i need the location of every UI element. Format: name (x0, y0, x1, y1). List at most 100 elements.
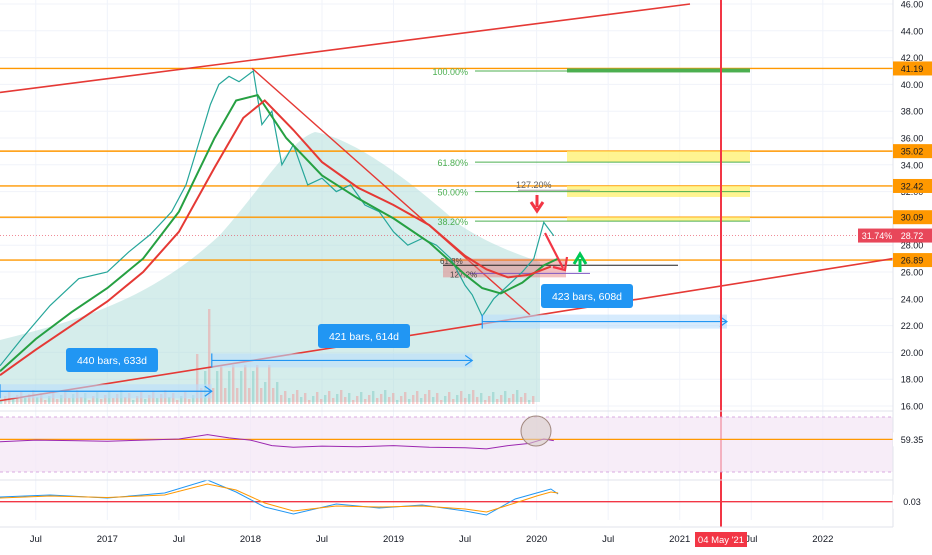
level-price-label: 35.02 (901, 147, 924, 157)
volume-bar (440, 400, 443, 404)
volume-bar (492, 392, 495, 404)
volume-bar (316, 392, 319, 404)
y-tick-label: 26.00 (901, 268, 924, 278)
x-tick-label: Jul (602, 534, 614, 545)
volume-bar (512, 394, 515, 404)
y-tick-label: 38.00 (901, 107, 924, 117)
volume-bar (516, 390, 519, 404)
volume-bar (340, 390, 343, 404)
volume-bar (172, 393, 175, 404)
y-tick-label: 24.00 (901, 294, 924, 304)
y-tick-label: 46.00 (901, 0, 924, 10)
price-axis-bg (893, 0, 932, 550)
volume-bar (232, 365, 235, 404)
volume-bar (504, 391, 507, 404)
y-tick-label: 40.00 (901, 80, 924, 90)
volume-bar (500, 395, 503, 404)
volume-bar (416, 391, 419, 404)
macd-level-label: 0.03 (903, 497, 921, 507)
volume-bar (348, 393, 351, 404)
volume-bar (68, 398, 71, 404)
volume-bar (400, 396, 403, 404)
volume-bar (168, 397, 171, 404)
bar-count-box (318, 324, 410, 348)
fib-label: 50.00% (437, 188, 468, 198)
volume-bar (240, 371, 243, 404)
bar-count-label: 440 bars, 633d (77, 355, 147, 367)
volume-bar (84, 393, 87, 404)
volume-bar (452, 399, 455, 404)
volume-bar (0, 400, 3, 404)
volume-bar (12, 399, 15, 404)
volume-bar (456, 395, 459, 404)
volume-bar (320, 399, 323, 404)
volume-bar (80, 397, 83, 404)
volume-bar (460, 391, 463, 404)
level-price-tag (893, 178, 932, 193)
level-price-tag (893, 144, 932, 159)
volume-bar (292, 394, 295, 404)
volume-bar (304, 393, 307, 404)
y-tick-label: 44.00 (901, 26, 924, 36)
volume-bar (24, 398, 27, 404)
volume-bar (356, 396, 359, 404)
volume-bar (176, 400, 179, 404)
volume-bar (16, 395, 19, 404)
y-tick-label: 20.00 (901, 348, 924, 358)
volume-bar (476, 397, 479, 404)
volume-bar (100, 399, 103, 404)
volume-bar (88, 400, 91, 404)
volume-bar (496, 399, 499, 404)
y-tick-label: 18.00 (901, 375, 924, 385)
volume-bar (308, 400, 311, 404)
x-tick-label: 2022 (812, 534, 833, 545)
lower-trend-line (0, 257, 894, 402)
volume-bar (268, 365, 271, 404)
fib-extension-label: 127.20% (516, 180, 552, 190)
x-tick-label: Jul (316, 534, 328, 545)
volume-bar (328, 391, 331, 404)
volume-bar (104, 395, 107, 404)
volume-bar (312, 396, 315, 404)
volume-bar (404, 392, 407, 404)
volume-bar (448, 392, 451, 404)
volume-bar (408, 399, 411, 404)
volume-bar (420, 398, 423, 404)
volume-bar (472, 390, 475, 404)
volume-bar (244, 365, 247, 404)
volume-bar (264, 382, 267, 404)
arrow-up-icon (572, 251, 588, 272)
fib-top-zone (567, 68, 750, 73)
volume-bar (196, 354, 199, 404)
moving-average-line (0, 93, 559, 372)
x-tick-label: Jul (30, 534, 42, 545)
volume-bar (60, 395, 63, 404)
target-zone (567, 151, 750, 163)
volume-bar (44, 400, 47, 404)
upper-trend-line (0, 3, 691, 94)
price-line (0, 69, 555, 367)
volume-bar (436, 393, 439, 404)
volume-bar (180, 396, 183, 404)
volume-bar (136, 396, 139, 404)
volume-bar (248, 388, 251, 404)
volume-bar (228, 371, 231, 404)
volume-bar (92, 396, 95, 404)
volume-bar (376, 398, 379, 404)
level-price-tag (893, 61, 932, 76)
level-price-tag (893, 253, 932, 268)
volume-bar (236, 388, 239, 404)
volume-bar (216, 371, 219, 404)
volume-bar (288, 398, 291, 404)
volume-bar (144, 399, 147, 404)
volume-bar (156, 398, 159, 404)
volume-bar (128, 393, 131, 404)
level-price-label: 41.19 (901, 64, 924, 74)
y-tick-label: 16.00 (901, 402, 924, 412)
volume-bar (324, 395, 327, 404)
x-tick-label: 2020 (526, 534, 547, 545)
volume-bar (488, 396, 491, 404)
volume-bar (508, 398, 511, 404)
